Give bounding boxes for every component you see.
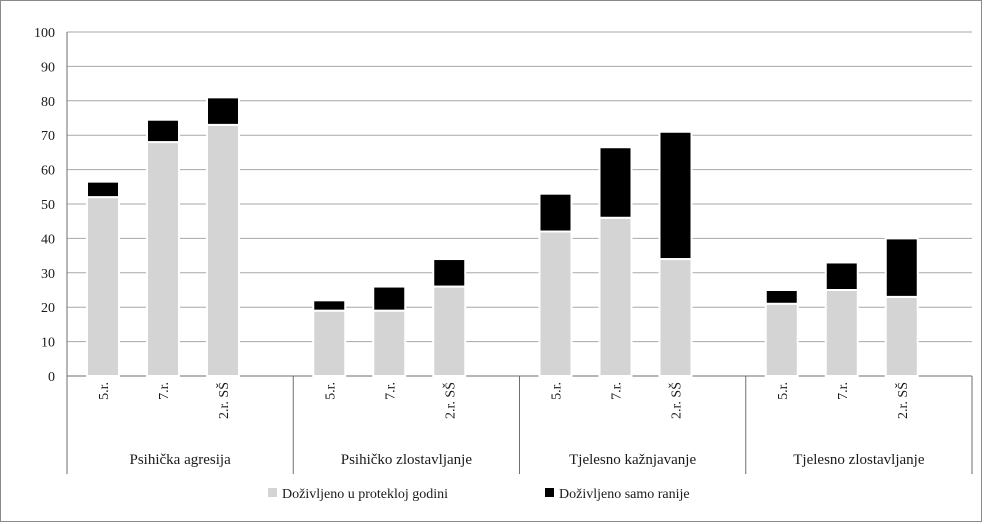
y-tick-label-40: 40 bbox=[41, 232, 55, 247]
legend-label-1: Doživljeno samo ranije bbox=[559, 487, 690, 502]
bar-recent-g1-c1 bbox=[372, 309, 407, 378]
bar-earlier-g0-c2 bbox=[206, 96, 240, 126]
x-group-label: Tjelesno kažnjavanje bbox=[569, 452, 696, 468]
bar-earlier-g0-c0 bbox=[86, 180, 120, 199]
bars bbox=[86, 96, 919, 378]
x-group-label: Psihičko zlostavljanje bbox=[341, 452, 473, 468]
bar-earlier-g3-c2 bbox=[884, 237, 919, 298]
bar-recent-g2-c0 bbox=[538, 230, 573, 377]
bar-recent-g0-c0 bbox=[86, 196, 120, 377]
x-group-label: Tjelesno zlostavljanje bbox=[793, 452, 925, 468]
x-category-label: 2.r. SŠ bbox=[215, 382, 232, 419]
bar-earlier-g1-c1 bbox=[372, 285, 407, 312]
y-tick-label-10: 10 bbox=[41, 336, 55, 351]
x-category-label: 2.r. SŠ bbox=[441, 382, 458, 419]
x-category-label: 5.r. bbox=[97, 382, 112, 400]
x-category-label: 7.r. bbox=[383, 382, 398, 400]
bar-earlier-g0-c1 bbox=[146, 118, 180, 144]
y-tick-label-0: 0 bbox=[48, 370, 55, 385]
bar-recent-g0-c1 bbox=[146, 141, 180, 377]
legend-swatch-1 bbox=[545, 488, 554, 497]
legend: Doživljeno u protekloj godini Doživljeno … bbox=[268, 487, 690, 502]
legend-label-0: Doživljeno u protekloj godini bbox=[282, 487, 448, 502]
bar-earlier-g2-c1 bbox=[598, 146, 633, 219]
bar-earlier-g1-c2 bbox=[432, 258, 467, 288]
y-tick-label-50: 50 bbox=[41, 198, 55, 213]
bar-recent-g1-c0 bbox=[312, 309, 347, 378]
y-tick-label-80: 80 bbox=[41, 95, 55, 110]
bar-earlier-g1-c0 bbox=[312, 299, 347, 312]
y-tick-label-30: 30 bbox=[41, 267, 55, 282]
y-tick-label-60: 60 bbox=[41, 164, 55, 179]
x-category-label: 2.r. SŠ bbox=[668, 382, 685, 419]
y-axis: 0 10 20 30 40 50 60 70 80 90 100 bbox=[34, 26, 68, 385]
x-category-label: 5.r. bbox=[323, 382, 338, 400]
x-category-label: 5.r. bbox=[550, 382, 565, 400]
bar-recent-g3-c1 bbox=[824, 289, 859, 377]
y-tick-label-100: 100 bbox=[34, 26, 55, 41]
bar-recent-g1-c2 bbox=[432, 285, 467, 377]
bar-earlier-g3-c1 bbox=[824, 261, 859, 292]
bar-earlier-g2-c0 bbox=[538, 192, 573, 233]
bar-earlier-g2-c2 bbox=[658, 130, 693, 261]
y-tick-label-70: 70 bbox=[41, 129, 55, 144]
x-axis: 5.r. 7.r. 2.r. SŠ Psihička agresija 5.r. 7.r.… bbox=[66, 376, 973, 474]
bar-recent-g3-c0 bbox=[764, 302, 799, 378]
y-tick-label-20: 20 bbox=[41, 301, 55, 316]
x-category-label: 2.r. SŠ bbox=[894, 382, 911, 419]
bar-recent-g3-c2 bbox=[884, 295, 919, 378]
bar-recent-g2-c1 bbox=[598, 216, 633, 377]
x-category-label: 5.r. bbox=[776, 382, 791, 400]
x-category-label: 7.r. bbox=[836, 382, 851, 400]
y-tick-label-90: 90 bbox=[41, 60, 55, 75]
x-group-label: Psihička agresija bbox=[130, 452, 232, 468]
x-category-label: 7.r. bbox=[157, 382, 172, 400]
bar-recent-g2-c2 bbox=[658, 258, 693, 378]
bar-earlier-g3-c0 bbox=[764, 289, 799, 305]
x-category-label: 7.r. bbox=[610, 382, 625, 400]
legend-swatch-0 bbox=[268, 488, 277, 497]
bar-recent-g0-c2 bbox=[206, 123, 240, 377]
